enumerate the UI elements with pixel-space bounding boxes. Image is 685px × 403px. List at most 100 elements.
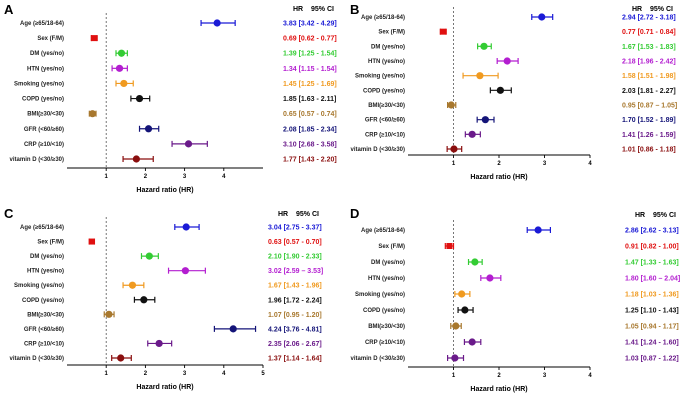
- hr-point: [181, 267, 189, 275]
- row-label: Age (≥65/18-64): [361, 15, 405, 21]
- hr-ci-value: 1.39 [1.25 - 1.54]: [283, 51, 337, 58]
- row-label: HTN (yes/no): [27, 66, 64, 72]
- column-header-ci: 95% CI: [311, 6, 334, 13]
- panel-b: B HR 95% CI 1 2 3 4 Hazard ratio (HR) Age (≥65/1…: [350, 2, 677, 181]
- hr-point: [155, 339, 163, 348]
- hr-ci-value: 1.77 [1.43 - 2.20]: [283, 157, 337, 164]
- row-label: COPD (yes/no): [22, 298, 64, 304]
- hr-ci-value: 1.47 [1.33 - 1.63]: [625, 260, 679, 267]
- row-label: DM (yes/no): [371, 260, 405, 266]
- x-tick-label: 4: [588, 161, 592, 167]
- row-label: Age (≥65/18-64): [20, 21, 64, 27]
- hr-ci-value: 1.45 [1.25 - 1.69]: [283, 81, 337, 88]
- hr-point: [503, 57, 511, 65]
- row-label: BMI(≥30/<30): [368, 103, 405, 109]
- hr-point: [132, 155, 140, 163]
- x-tick-label: 3: [543, 161, 547, 167]
- hr-ci-value: 2.18 [1.96 - 2.42]: [622, 59, 676, 66]
- hr-ci-value: 1.18 [1.03 - 1.36]: [625, 292, 679, 299]
- hr-point: [144, 125, 153, 133]
- hr-point: [452, 322, 460, 330]
- hr-ci-value: 0.65 [0.57 - 0.74]: [283, 111, 337, 118]
- hr-ci-value: 1.85 [1.63 - 2.11]: [283, 96, 336, 103]
- column-header-hr: HR: [632, 6, 642, 13]
- hr-point: [88, 110, 97, 118]
- hr-point: [476, 72, 484, 80]
- row-label: HTN (yes/no): [368, 59, 405, 65]
- column-header-hr: HR: [278, 211, 288, 218]
- hr-ci-value: 1.41 [1.26 - 1.59]: [622, 132, 676, 139]
- hr-ci-value: 0.69 [0.62 - 0.77]: [283, 36, 337, 43]
- row-label: DM (yes/no): [371, 44, 405, 50]
- hr-point: [182, 223, 190, 231]
- panel-a: A HR 95% CI 1 2 3 4 Hazard ratio (HR) Age (≥65/1…: [4, 2, 337, 194]
- row-label: HTN (yes/no): [368, 276, 405, 282]
- x-tick-label: 1: [452, 161, 456, 167]
- row-label: BMI(≥30/<30): [27, 312, 64, 318]
- row-label: CRP (≥10/<10): [24, 341, 64, 347]
- hr-point: [486, 274, 494, 282]
- hr-ci-value: 2.86 [2.62 - 3.13]: [625, 228, 679, 235]
- row-label: Sex (F/M): [37, 36, 64, 42]
- row-label: Smoking (yes/no): [355, 292, 405, 298]
- hr-point: [481, 116, 489, 124]
- x-tick-label: 2: [497, 161, 501, 167]
- hr-ci-value: 1.03 [0.87 - 1.22]: [625, 356, 679, 363]
- panel-letter: A: [4, 2, 14, 17]
- hr-ci-value: 3.10 [2.68 - 3.58]: [283, 141, 337, 148]
- row-label: Smoking (yes/no): [355, 74, 405, 80]
- hr-point: [135, 94, 144, 103]
- x-tick-label: 2: [144, 174, 148, 180]
- row-label: BMI(≥30/<30): [368, 324, 405, 330]
- hr-point: [471, 258, 479, 266]
- hr-ci-value: 2.10 [1.90 - 2.33]: [268, 254, 322, 261]
- hr-ci-value: 1.25 [1.10 - 1.43]: [625, 308, 679, 315]
- row-label: DM (yes/no): [30, 254, 64, 260]
- hr-point: [184, 140, 193, 148]
- hr-ci-value: 0.63 [0.57 - 0.70]: [268, 239, 322, 246]
- x-axis-title: Hazard ratio (HR): [470, 174, 527, 181]
- hr-point: [468, 338, 476, 346]
- hr-ci-value: 1.67 [1.53 - 1.83]: [622, 44, 676, 51]
- row-label: HTN (yes/no): [27, 269, 64, 275]
- row-label: Sex (F/M): [37, 240, 64, 246]
- hr-point: [440, 28, 447, 35]
- hr-point: [213, 19, 221, 27]
- row-label: COPD (yes/no): [22, 97, 64, 103]
- hr-point: [534, 226, 542, 234]
- x-axis-title: Hazard ratio (HR): [136, 187, 193, 194]
- column-header-hr: HR: [293, 6, 303, 13]
- hr-ci-value: 3.04 [2.75 - 3.37]: [268, 225, 322, 232]
- hr-ci-value: 1.37 [1.14 - 1.64]: [268, 356, 322, 363]
- panel-c: C HR 95% CI 1 2 3 4 5 Hazard ratio (HR) Age (≥65/…: [4, 206, 323, 391]
- hr-point: [461, 306, 469, 314]
- hr-ci-value: 1.34 [1.15 - 1.54]: [283, 66, 337, 73]
- hr-ci-value: 3.83 [3.42 - 4.29]: [283, 21, 337, 28]
- hr-point: [538, 13, 546, 21]
- row-label: GFR (<60/≥60): [24, 127, 64, 133]
- row-label: Sex (F/M): [378, 244, 405, 250]
- hr-point: [91, 35, 98, 42]
- hr-ci-value: 1.80 [1.60 – 2.04]: [625, 276, 680, 283]
- column-header-ci: 95% CI: [650, 6, 673, 13]
- hr-ci-value: 1.01 [0.86 - 1.18]: [622, 147, 676, 154]
- x-tick-label: 1: [105, 174, 109, 180]
- row-label: BMI(≥30/<30): [27, 112, 64, 118]
- row-label: vitamin D (<30/≥30): [10, 157, 64, 163]
- hr-ci-value: 0.91 [0.82 - 1.00]: [625, 244, 679, 251]
- hr-point: [446, 243, 453, 249]
- hr-point: [117, 354, 125, 362]
- hr-ci-value: 1.58 [1.51 - 1.98]: [622, 73, 676, 80]
- panel-d: D HR 95% CI 1 2 3 4 Hazard ratio (HR) Age (≥65/1…: [350, 206, 680, 393]
- hr-ci-value: 2.08 [1.85 - 2.34]: [283, 126, 337, 133]
- row-label: Age (≥65/18-64): [361, 228, 405, 234]
- row-label: vitamin D (<30/≥30): [351, 356, 405, 362]
- row-label: COPD (yes/no): [363, 88, 405, 94]
- row-label: CRP (≥10/<10): [365, 340, 405, 346]
- row-label: COPD (yes/no): [363, 308, 405, 314]
- hr-point: [140, 296, 148, 304]
- hr-ci-value: 1.05 [0.94 - 1.17]: [625, 324, 679, 331]
- row-label: Smoking (yes/no): [14, 81, 64, 87]
- hr-ci-value: 4.24 [3.76 - 4.81]: [268, 326, 322, 333]
